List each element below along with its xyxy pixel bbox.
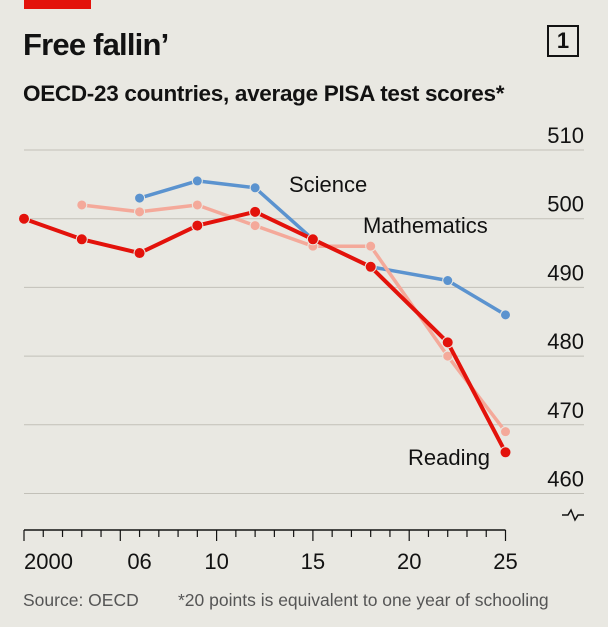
reading-line [22, 209, 508, 455]
x-tick-label-2000: 2000 [24, 549, 73, 574]
reading-point-2006 [133, 247, 146, 260]
series-reading [18, 205, 512, 459]
x-tick-label-20: 20 [397, 549, 421, 574]
series-mathematics [76, 199, 511, 438]
x-tick-label-06: 06 [127, 549, 151, 574]
x-tick-label-10: 10 [204, 549, 228, 574]
mathematics-point-2003 [76, 199, 88, 211]
science-point-2012 [249, 182, 261, 194]
mathematics-point-2009 [191, 199, 203, 211]
y-tick-label-460: 460 [547, 467, 584, 492]
x-tick-labels: 2000 06 10 15 20 25 [24, 549, 518, 574]
science-point-2022 [442, 275, 454, 287]
y-tick-label-470: 470 [547, 398, 584, 423]
science-point-2006 [134, 192, 146, 204]
science-point-2025 [500, 309, 511, 321]
reading-point-2009 [191, 219, 204, 232]
x-axis [23, 529, 507, 541]
reading-point-2000 [18, 212, 30, 225]
reading-point-2025 [499, 446, 512, 459]
axis-break-icon [562, 508, 584, 522]
reading-point-2012 [249, 205, 262, 218]
y-tick-labels: 510 500 490 480 470 460 [547, 123, 584, 492]
chart-number-badge: 1 [547, 25, 579, 57]
source-note: Source: OECD [23, 590, 139, 610]
reading-point-2018 [364, 260, 377, 273]
reading-point-2003 [75, 233, 88, 246]
series-lines [18, 175, 512, 459]
y-tick-label-480: 480 [547, 329, 584, 354]
x-tick-label-25: 25 [493, 549, 517, 574]
y-tick-label-490: 490 [547, 260, 584, 285]
mathematics-point-2012 [249, 220, 261, 232]
chart-subtitle: OECD-23 countries, average PISA test sco… [23, 81, 505, 106]
mathematics-line [80, 203, 508, 434]
science-point-2009 [191, 175, 203, 187]
gridlines [24, 149, 584, 522]
x-tick-label-15: 15 [301, 549, 325, 574]
mathematics-point-2006 [134, 206, 146, 218]
chart-title: Free fallin’ [23, 27, 169, 62]
series-labels: Science Mathematics Reading [289, 172, 490, 470]
series-label-mathematics: Mathematics [363, 213, 488, 238]
mathematics-point-2018 [365, 240, 377, 252]
reading-point-2015 [306, 233, 319, 246]
y-tick-label-510: 510 [547, 123, 584, 148]
mathematics-point-2025 [500, 426, 511, 438]
brand-bar [24, 0, 91, 9]
y-tick-label-500: 500 [547, 192, 584, 217]
series-label-reading: Reading [408, 445, 490, 470]
reading-point-2022 [441, 336, 454, 349]
series-label-science: Science [289, 172, 367, 197]
footnote: *20 points is equivalent to one year of … [178, 590, 549, 610]
